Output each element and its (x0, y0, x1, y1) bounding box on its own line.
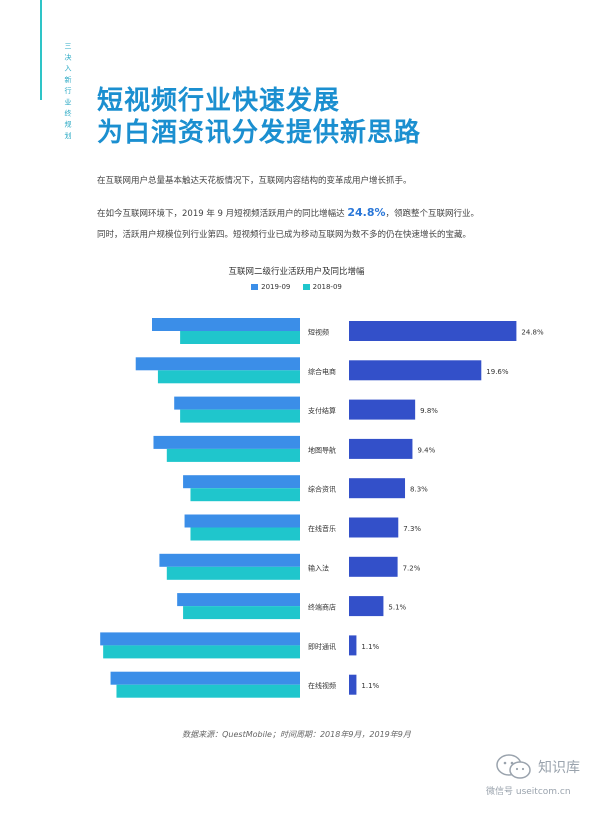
growth-bar-7 (349, 596, 384, 617)
growth-label: 24.8% (521, 329, 544, 337)
category-label: 地图导航 (308, 445, 336, 454)
growth-label: 1.1% (361, 643, 379, 651)
paragraph-2-text-after: ，领跑整个互联网行业。 (385, 209, 480, 219)
bar-2018-8 (103, 645, 300, 659)
growth-bar-1 (349, 360, 482, 381)
category-label: 支付结算 (308, 406, 336, 415)
category-label: 输入法 (308, 563, 329, 572)
bar-2018-5 (190, 527, 300, 541)
bar-2019-1 (135, 357, 300, 371)
category-label: 终端商店 (308, 603, 336, 612)
growth-label: 1.1% (361, 682, 379, 690)
bar-2018-2 (180, 409, 300, 423)
bar-2019-4 (183, 475, 300, 489)
bar-2018-0 (180, 331, 300, 344)
bar-2018-3 (166, 448, 300, 462)
bar-2019-2 (174, 396, 300, 410)
wechat-icon (496, 754, 531, 779)
growth-label: 19.6% (486, 368, 509, 376)
page-title: 短视频行业快速发展 为白酒资讯分发提供新思路 (97, 85, 421, 149)
title-line-2: 为白酒资讯分发提供新思路 (97, 118, 422, 148)
category-label: 综合电商 (308, 367, 336, 376)
title-line-1: 短视频行业快速发展 (97, 86, 341, 116)
growth-label: 9.4% (417, 446, 435, 454)
growth-label: 7.3% (403, 525, 421, 533)
growth-bar-3 (349, 438, 413, 459)
watermark-id: 微信号 useitcom.cn (486, 787, 571, 797)
category-label: 在线音乐 (308, 524, 336, 533)
bar-2019-0 (152, 318, 300, 331)
category-label: 即时通讯 (308, 642, 336, 651)
bar-2018-1 (157, 370, 300, 384)
growth-highlight: 24.8% (347, 206, 386, 219)
growth-bar-9 (349, 674, 357, 695)
growth-bar-8 (349, 635, 357, 656)
category-label: 综合资讯 (308, 485, 336, 494)
legend-label-2018: 2018-09 (312, 283, 342, 291)
bar-2019-9 (110, 671, 300, 685)
growth-label: 7.2% (403, 564, 421, 572)
paragraph-3: 同时，活跃用户规模位列行业第四。短视频行业已成为移动互联网为数不多的仍在快速增长… (97, 230, 472, 240)
legend-item-2018: 2018-09 (302, 283, 342, 291)
chart-source: 数据来源：QuestMobile；时间周期：2018年9月，2019年9月 (182, 730, 411, 739)
legend-label-2019: 2019-09 (261, 283, 291, 291)
section-side-label: 三 决 入 新 行 业 终 规 划 (64, 42, 72, 140)
watermark-name: 知识库 (538, 760, 580, 776)
growth-bar-2 (349, 399, 416, 420)
bar-2018-6 (166, 566, 300, 580)
legend-swatch-2018 (302, 284, 310, 290)
growth-label: 8.3% (410, 486, 428, 494)
growth-bar-5 (349, 517, 399, 538)
legend-item-2019: 2019-09 (251, 283, 290, 291)
bar-2018-4 (190, 488, 300, 502)
bar-2019-3 (153, 435, 300, 449)
growth-label: 5.1% (388, 604, 406, 612)
paragraph-1: 在互联网用户总量基本触达天花板情况下，互联网内容结构的变革成用户增长抓手。 (97, 176, 412, 186)
bar-2019-8 (100, 632, 300, 646)
legend-swatch-2019 (251, 284, 259, 290)
growth-bar-0 (349, 321, 517, 341)
chart-title: 互联网二级行业活跃用户及同比增幅 (228, 267, 365, 277)
growth-label: 9.8% (420, 407, 438, 415)
bar-2019-6 (159, 553, 300, 567)
side-accent-line (40, 0, 42, 100)
growth-bar-4 (349, 478, 406, 499)
category-label: 在线视频 (308, 681, 336, 690)
bar-2019-7 (177, 593, 300, 607)
paragraph-2: 在如今互联网环境下，2019 年 9 月短视频活跃用户的同比增幅达 24.8%，… (97, 203, 537, 224)
bar-2019-5 (184, 514, 300, 528)
paragraph-2-text-before: 在如今互联网环境下，2019 年 9 月短视频活跃用户的同比增幅达 (97, 209, 348, 219)
bar-2018-7 (183, 606, 300, 620)
growth-bar-6 (349, 556, 398, 577)
bar-2018-9 (116, 684, 300, 698)
chart-legend: 2019-09 2018-09 (0, 283, 593, 291)
category-label: 短视频 (308, 328, 329, 337)
